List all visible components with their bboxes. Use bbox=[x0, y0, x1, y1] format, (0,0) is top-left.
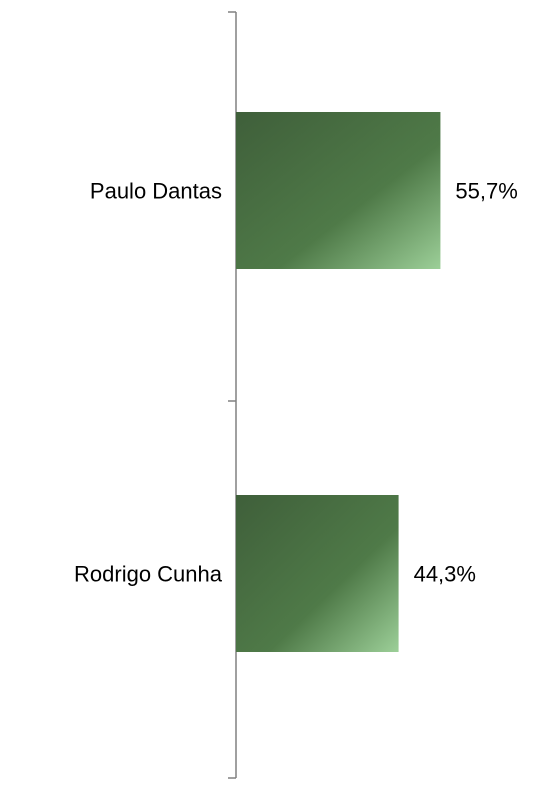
bar-paulo-dantas bbox=[236, 112, 441, 269]
bar-rodrigo-cunha bbox=[236, 495, 399, 652]
data-label-rodrigo-cunha: 44,3% bbox=[414, 562, 476, 587]
bar-group-1: Rodrigo Cunha 44,3% bbox=[74, 495, 476, 652]
category-label-paulo-dantas: Paulo Dantas bbox=[90, 179, 222, 204]
category-axis bbox=[228, 11, 237, 779]
category-label-rodrigo-cunha: Rodrigo Cunha bbox=[74, 562, 223, 587]
bar-group-0: Paulo Dantas 55,7% bbox=[90, 112, 518, 269]
data-label-paulo-dantas: 55,7% bbox=[455, 179, 517, 204]
